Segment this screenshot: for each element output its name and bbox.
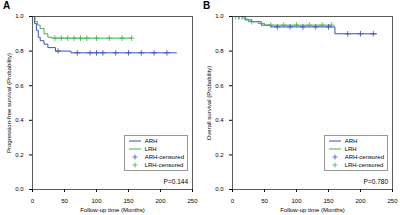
- svg-text:0.4: 0.4: [15, 117, 24, 123]
- svg-text:200: 200: [355, 198, 366, 204]
- svg-text:150: 150: [123, 198, 134, 204]
- svg-text:50: 50: [261, 198, 268, 204]
- html-text:LRH: LRH: [344, 146, 357, 152]
- html-text:P=0.144: P=0.144: [163, 178, 188, 185]
- html-text:ARH: ARH: [144, 138, 158, 144]
- svg-text:250: 250: [187, 198, 198, 204]
- svg-text:Overall survival (Probability): Overall survival (Probability): [206, 66, 212, 141]
- svg-text:50: 50: [61, 198, 68, 204]
- html-text:ARH-censored: ARH-censored: [344, 154, 384, 160]
- html-text:ARH-censored: ARH-censored: [144, 154, 184, 160]
- html-text:LRH-censored: LRH-censored: [144, 162, 184, 168]
- svg-text:1.0: 1.0: [15, 13, 24, 19]
- svg-text:250: 250: [387, 198, 398, 204]
- html-text:P=0.780: P=0.780: [363, 178, 388, 185]
- svg-text:0: 0: [31, 198, 35, 204]
- svg-text:150: 150: [323, 198, 334, 204]
- svg-text:0.0: 0.0: [215, 186, 224, 192]
- svg-text:0.4: 0.4: [215, 117, 224, 123]
- svg-text:0.8: 0.8: [215, 48, 224, 54]
- html-text:A: A: [3, 0, 11, 11]
- html-text:B: B: [203, 0, 211, 11]
- svg-text:0.8: 0.8: [15, 48, 24, 54]
- svg-text:Progression-free survival (Pro: Progression-free survival (Probability): [6, 53, 12, 153]
- svg-text:0.0: 0.0: [15, 186, 24, 192]
- html-text:LRH-censored: LRH-censored: [344, 162, 384, 168]
- html-text:LRH: LRH: [144, 146, 157, 152]
- svg-text:0.6: 0.6: [15, 83, 24, 89]
- svg-text:100: 100: [91, 198, 102, 204]
- svg-text:Follow-up time (Months): Follow-up time (Months): [80, 207, 144, 213]
- svg-text:0.6: 0.6: [215, 83, 224, 89]
- svg-text:0: 0: [231, 198, 235, 204]
- svg-text:200: 200: [155, 198, 166, 204]
- svg-text:100: 100: [291, 198, 302, 204]
- svg-text:1.0: 1.0: [215, 13, 224, 19]
- svg-text:0.2: 0.2: [215, 152, 224, 158]
- html-text:ARH: ARH: [344, 138, 358, 144]
- svg-text:Follow-up time (Months): Follow-up time (Months): [280, 207, 344, 213]
- svg-text:0.2: 0.2: [15, 152, 24, 158]
